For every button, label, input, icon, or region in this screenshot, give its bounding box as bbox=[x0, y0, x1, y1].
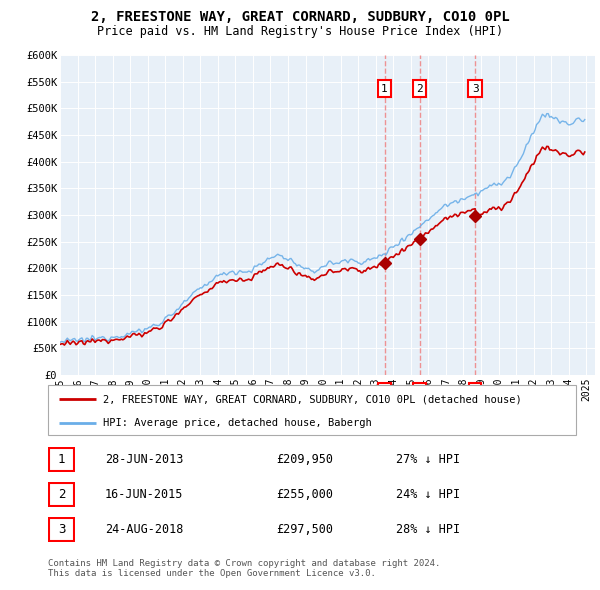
Text: 1: 1 bbox=[381, 386, 388, 396]
Text: 28-JUN-2013: 28-JUN-2013 bbox=[105, 453, 184, 466]
Text: HPI: Average price, detached house, Babergh: HPI: Average price, detached house, Babe… bbox=[103, 418, 372, 428]
Text: £209,950: £209,950 bbox=[276, 453, 333, 466]
Text: 24% ↓ HPI: 24% ↓ HPI bbox=[396, 488, 460, 501]
Text: 3: 3 bbox=[472, 84, 479, 94]
Text: Price paid vs. HM Land Registry's House Price Index (HPI): Price paid vs. HM Land Registry's House … bbox=[97, 25, 503, 38]
Text: 2: 2 bbox=[58, 488, 65, 501]
FancyBboxPatch shape bbox=[49, 518, 74, 541]
Text: 3: 3 bbox=[58, 523, 65, 536]
Text: 2: 2 bbox=[416, 84, 423, 94]
FancyBboxPatch shape bbox=[48, 385, 576, 435]
Text: 24-AUG-2018: 24-AUG-2018 bbox=[105, 523, 184, 536]
Text: 28% ↓ HPI: 28% ↓ HPI bbox=[396, 523, 460, 536]
Text: 1: 1 bbox=[58, 453, 65, 466]
Text: 2: 2 bbox=[416, 386, 423, 396]
Text: Contains HM Land Registry data © Crown copyright and database right 2024.
This d: Contains HM Land Registry data © Crown c… bbox=[48, 559, 440, 578]
Text: 27% ↓ HPI: 27% ↓ HPI bbox=[396, 453, 460, 466]
Text: 3: 3 bbox=[472, 386, 479, 396]
FancyBboxPatch shape bbox=[49, 448, 74, 471]
Text: £255,000: £255,000 bbox=[276, 488, 333, 501]
FancyBboxPatch shape bbox=[49, 483, 74, 506]
Text: 1: 1 bbox=[381, 84, 388, 94]
Text: 16-JUN-2015: 16-JUN-2015 bbox=[105, 488, 184, 501]
Text: £297,500: £297,500 bbox=[276, 523, 333, 536]
Text: 2, FREESTONE WAY, GREAT CORNARD, SUDBURY, CO10 0PL: 2, FREESTONE WAY, GREAT CORNARD, SUDBURY… bbox=[91, 10, 509, 24]
Text: 2, FREESTONE WAY, GREAT CORNARD, SUDBURY, CO10 0PL (detached house): 2, FREESTONE WAY, GREAT CORNARD, SUDBURY… bbox=[103, 394, 522, 404]
